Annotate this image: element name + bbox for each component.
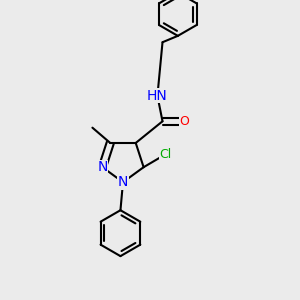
Text: N: N (97, 160, 108, 174)
Text: HN: HN (147, 89, 168, 103)
Text: O: O (179, 115, 189, 128)
Text: N: N (118, 175, 128, 189)
Text: Cl: Cl (159, 148, 171, 161)
